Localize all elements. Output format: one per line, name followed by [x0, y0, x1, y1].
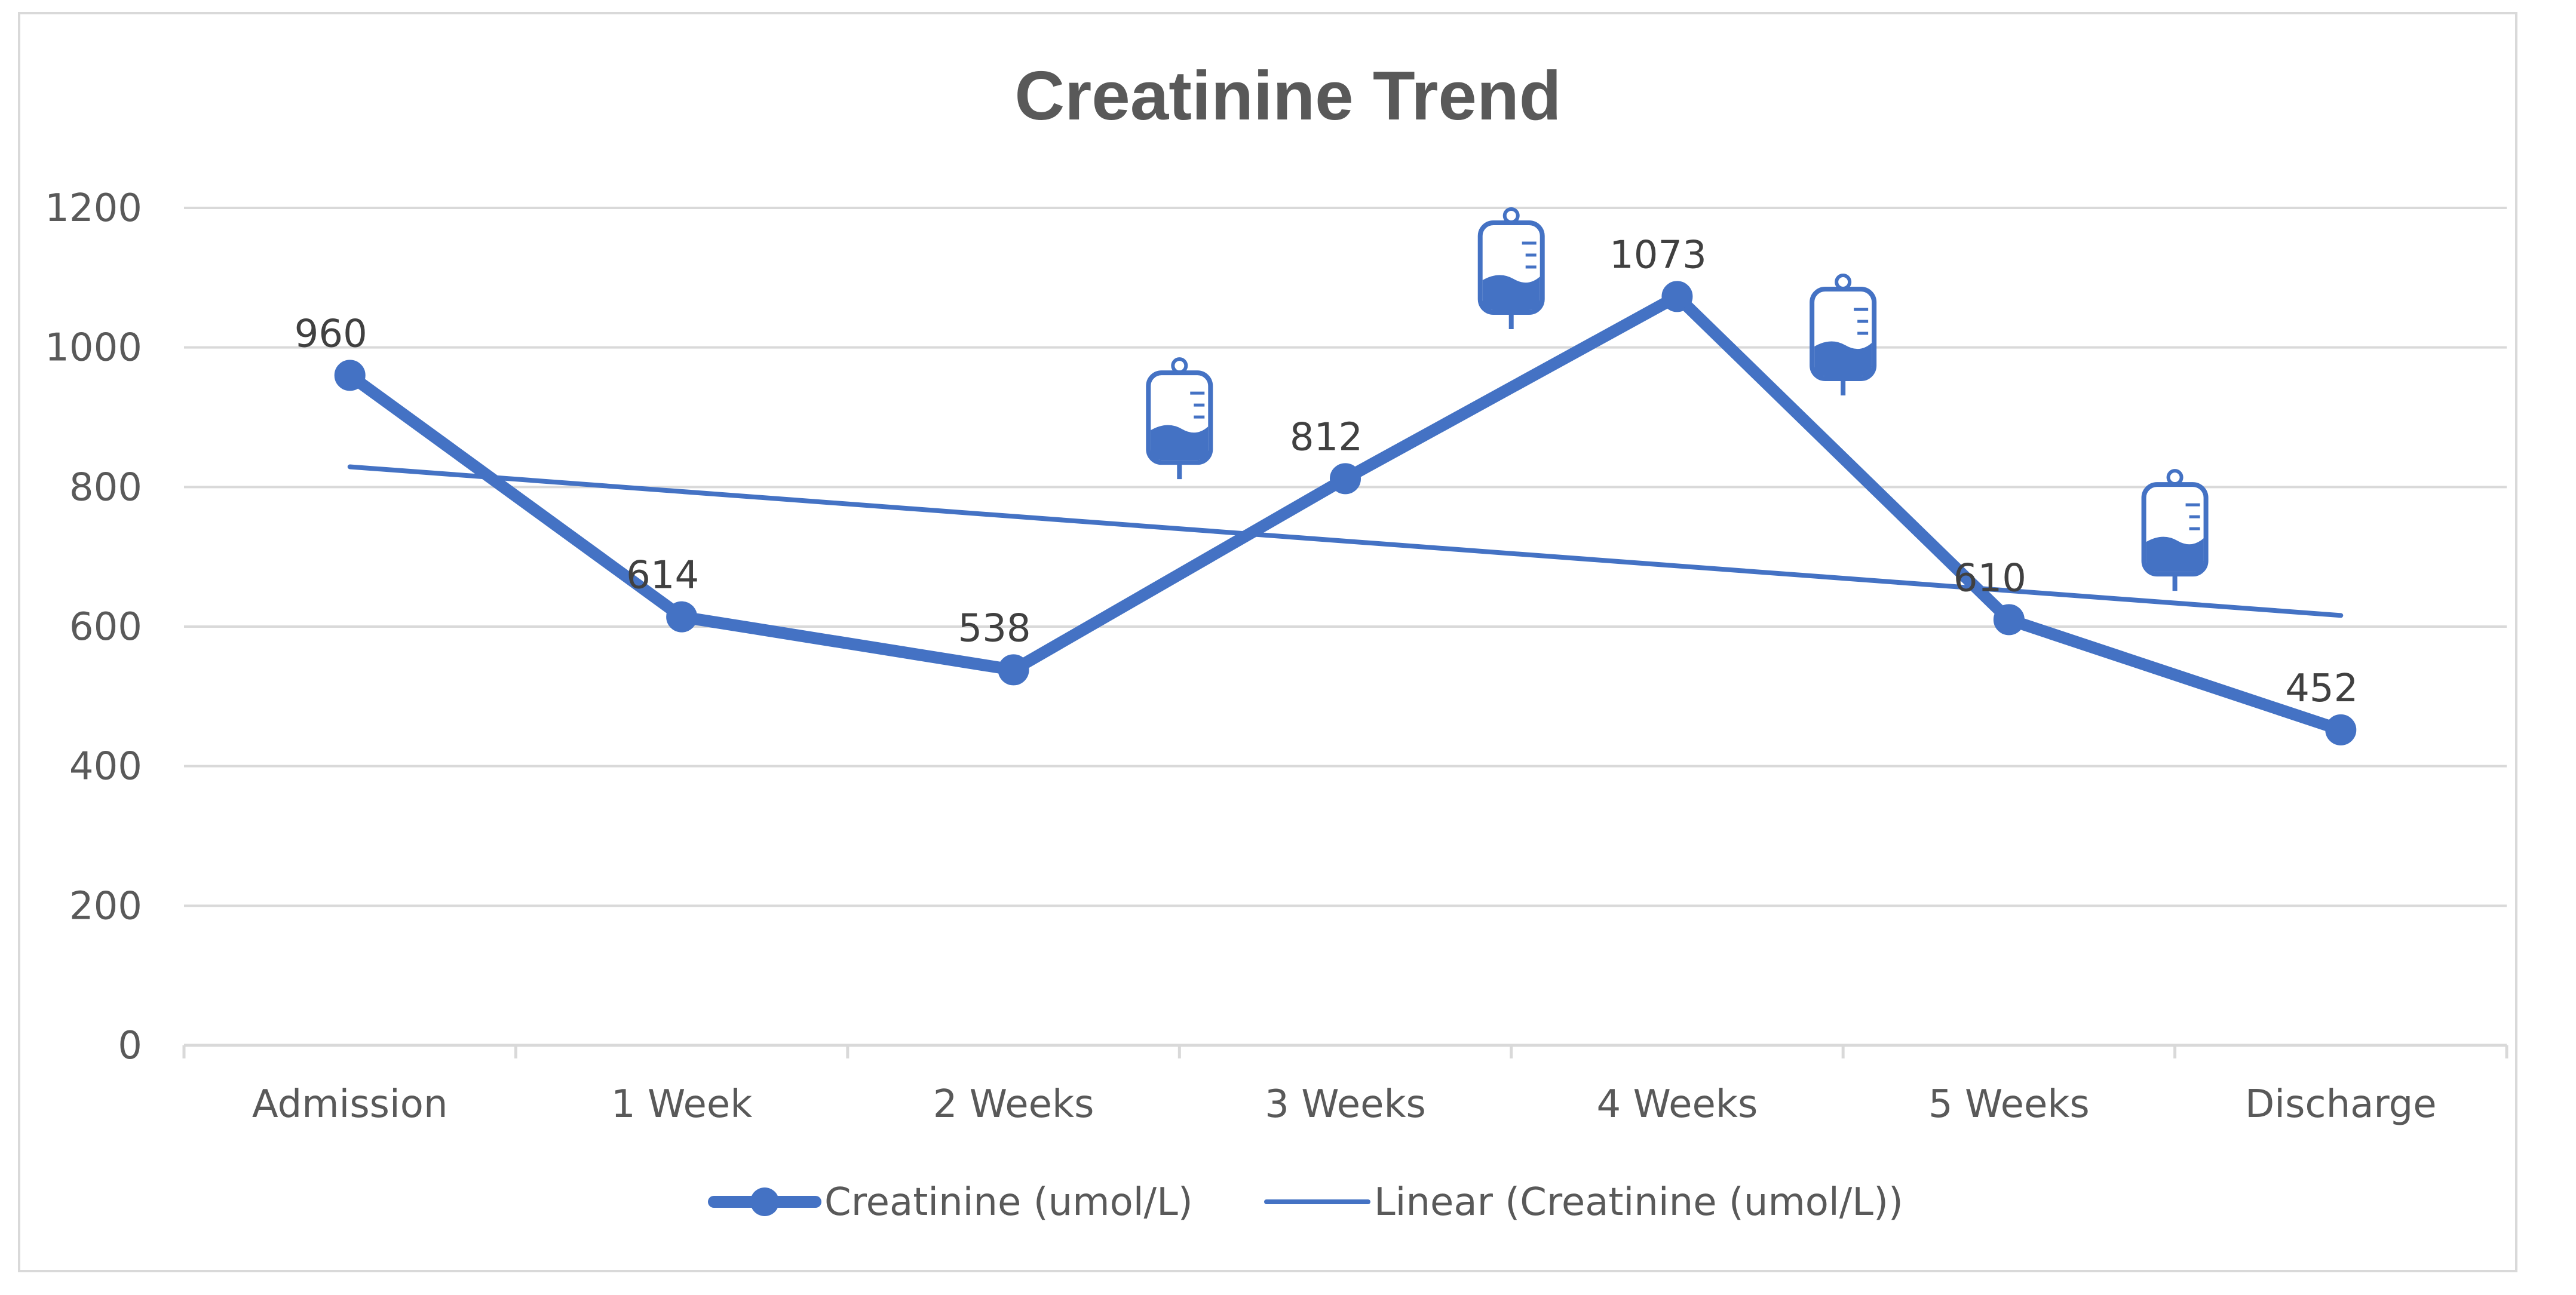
- annotation-icons: [1146, 207, 2209, 591]
- data-label: 1073: [1609, 233, 1707, 277]
- legend-label-trendline: Linear (Creatinine (umol/L)): [1374, 1180, 1903, 1225]
- y-tick-label: 0: [118, 1024, 142, 1068]
- x-tick-label: 5 Weeks: [1928, 1082, 2090, 1127]
- y-tick-label: 400: [69, 745, 142, 789]
- y-tick-label: 600: [69, 605, 142, 649]
- data-point: [2325, 714, 2357, 745]
- iv-bag-icon: [1146, 357, 1213, 480]
- y-tick-label: 200: [69, 884, 142, 928]
- data-label: 960: [295, 312, 367, 356]
- iv-bag-hanger: [1502, 207, 1520, 224]
- data-point: [334, 360, 366, 391]
- iv-bag-hanger: [2166, 469, 2184, 486]
- iv-bag-hanger: [1835, 273, 1852, 290]
- trendline-group: [347, 464, 2344, 618]
- iv-bag-fluid: [1151, 425, 1209, 461]
- data-point: [998, 654, 1029, 686]
- iv-bag-icon: [1477, 207, 1545, 329]
- iv-bag-hanger: [1171, 357, 1188, 375]
- x-tick-label: 4 Weeks: [1597, 1082, 1758, 1127]
- chart-frame: [18, 12, 2517, 1272]
- x-axis: Admission 1 Week 2 Weeks 3 Weeks 4 Weeks 5 We…: [182, 1044, 2508, 1127]
- x-tick-label: 3 Weeks: [1265, 1082, 1426, 1127]
- x-tick-label: Admission: [252, 1082, 448, 1127]
- legend-marker-series: [750, 1187, 779, 1216]
- iv-bag-fluid: [1482, 275, 1540, 310]
- trendline: [347, 464, 2344, 618]
- iv-bag-fluid: [1814, 341, 1872, 376]
- x-tick-label: 2 Weeks: [933, 1082, 1094, 1127]
- data-point: [1993, 604, 2025, 636]
- data-label: 614: [626, 554, 699, 598]
- y-tick-label: 800: [69, 465, 142, 510]
- data-labels: 960 614 538 812 1073 610 452: [295, 233, 2359, 711]
- y-axis: 0 200 400 600 800 1000 1200: [45, 186, 142, 1068]
- x-tick-label: 1 Week: [611, 1082, 752, 1127]
- legend: Creatinine (umol/L) Linear (Creatinine (…: [708, 1180, 1903, 1225]
- iv-bag-icon: [2141, 469, 2209, 591]
- data-label: 452: [2285, 667, 2358, 711]
- y-tick-label: 1200: [45, 186, 142, 231]
- data-label: 538: [958, 606, 1031, 650]
- series-line: [344, 290, 2347, 736]
- gridlines: [184, 207, 2507, 907]
- data-label: 812: [1290, 415, 1363, 459]
- data-point: [666, 601, 698, 633]
- series-group: [334, 281, 2357, 745]
- data-point: [1661, 281, 1693, 312]
- x-tick-label: Discharge: [2245, 1082, 2437, 1127]
- data-point: [1330, 463, 1361, 495]
- legend-label-series: Creatinine (umol/L): [824, 1180, 1193, 1225]
- data-label: 610: [1954, 556, 2026, 600]
- iv-bag-icon: [1810, 273, 1877, 395]
- chart-title: Creatinine Trend: [1014, 57, 1561, 134]
- y-tick-label: 1000: [45, 326, 142, 370]
- iv-bag-fluid: [2146, 536, 2204, 572]
